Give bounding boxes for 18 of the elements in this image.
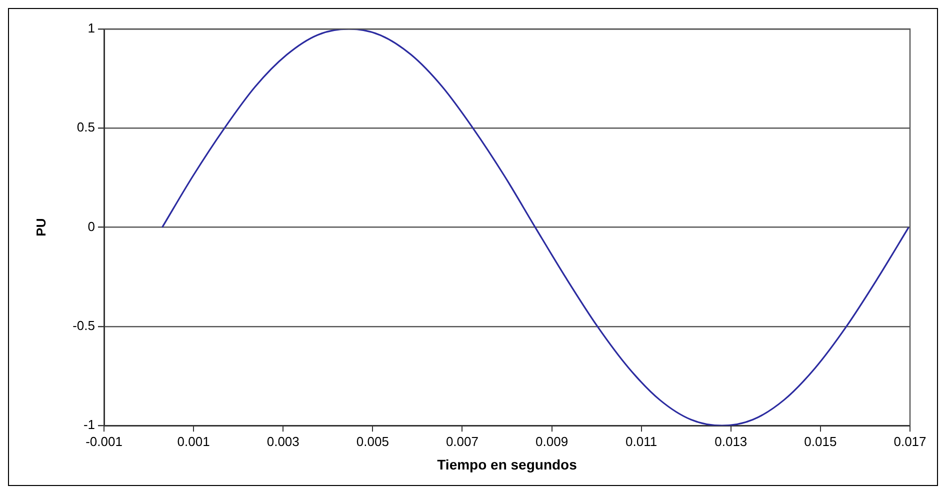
y-tick-label: -1 [83, 417, 95, 432]
x-tick-label: 0.001 [177, 434, 210, 449]
y-tick-label: 0 [88, 218, 95, 234]
x-axis-title: Tiempo en segundos [437, 456, 578, 472]
y-tick-label: 0.5 [76, 120, 95, 135]
x-tick-label: 0.017 [894, 434, 926, 449]
line-series [161, 29, 910, 426]
y-tick-label: -0.5 [72, 318, 95, 334]
y-tick-label: 1 [88, 20, 95, 36]
x-tick-label: 0.011 [626, 434, 658, 449]
x-tick-label: 0.005 [356, 434, 389, 449]
x-tick-label: 0.009 [536, 434, 568, 449]
x-tick-label: 0.007 [446, 434, 478, 449]
y-axis-title: PU [33, 218, 48, 236]
x-tick-label: 0.013 [714, 434, 748, 449]
x-tick-label: -0.001 [86, 434, 122, 449]
x-tick-label: 0.015 [804, 434, 837, 449]
x-tick-label: 0.003 [266, 434, 300, 449]
